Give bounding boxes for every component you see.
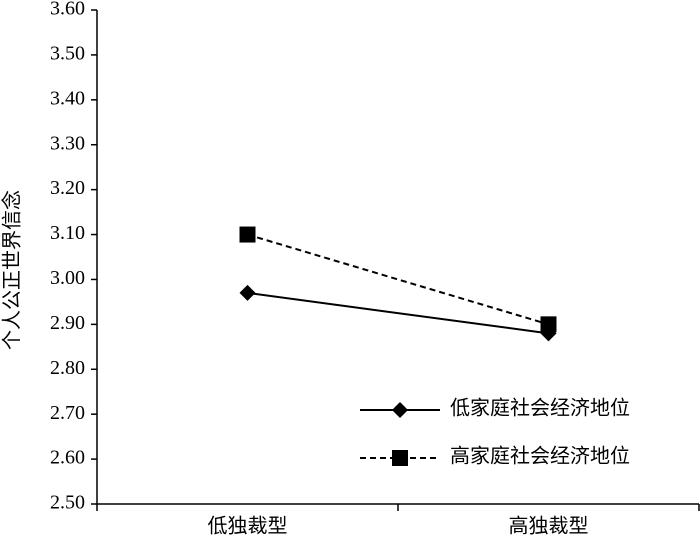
series-line [247, 233, 549, 326]
legend-label: 高家庭社会经济地位 [450, 445, 630, 468]
y-tick-label: 2.80 [50, 357, 85, 379]
y-tick-label: 2.90 [50, 312, 85, 334]
y-tick-label: 3.60 [50, 0, 85, 20]
y-tick-label: 3.10 [50, 222, 85, 244]
data-point [239, 284, 256, 301]
y-tick-label: 3.40 [50, 87, 85, 109]
y-tick-label: 3.50 [50, 43, 85, 65]
legend-marker [392, 402, 408, 418]
y-tick-label: 3.30 [50, 132, 85, 154]
legend-label: 低家庭社会经济地位 [450, 397, 630, 420]
y-tick-label: 3.20 [50, 177, 85, 199]
data-point [239, 226, 256, 243]
series-line [247, 291, 549, 335]
y-tick-label: 2.70 [50, 402, 85, 424]
y-tick-label: 3.00 [50, 267, 85, 289]
data-point [540, 316, 557, 333]
y-tick-label: 2.50 [50, 492, 85, 514]
x-tick-label: 高独裁型 [509, 515, 589, 538]
y-axis-label: 个人公正世界信念 [0, 190, 24, 350]
legend-marker [392, 450, 408, 466]
x-tick-label: 低独裁型 [208, 515, 288, 538]
y-tick-label: 2.60 [50, 447, 85, 469]
